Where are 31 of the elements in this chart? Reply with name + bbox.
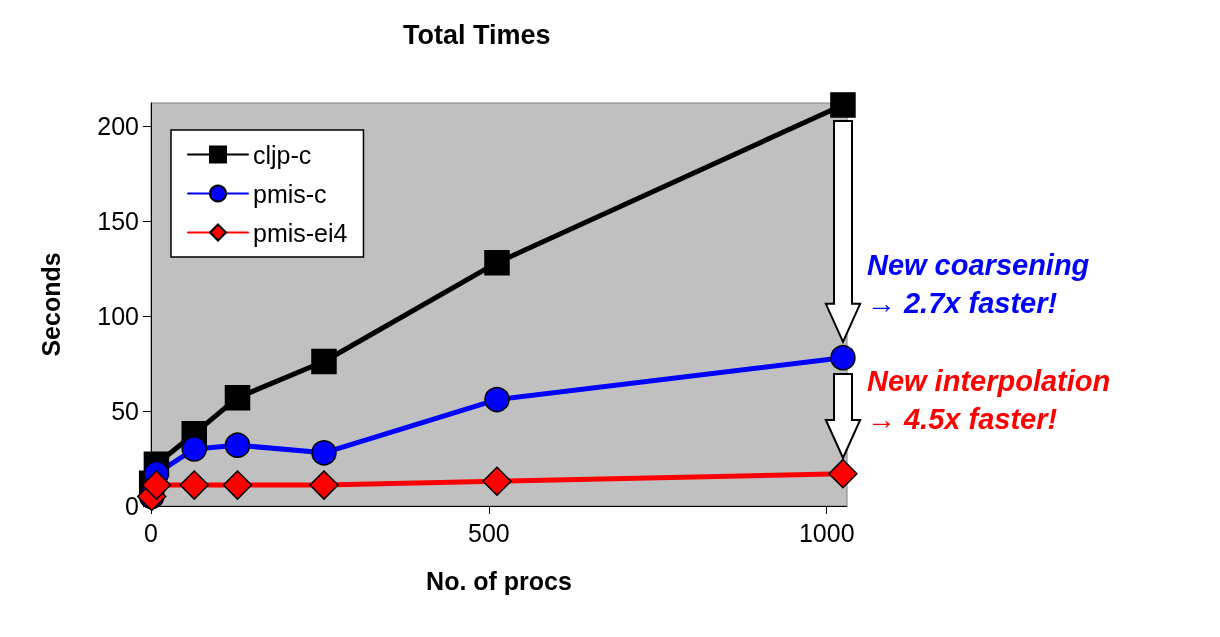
point: [224, 432, 251, 458]
point: [224, 384, 251, 411]
x-axis-title: No. of procs: [426, 566, 572, 595]
legend-label: pmis-ei4: [253, 218, 348, 247]
point: [484, 249, 510, 276]
point: [141, 470, 172, 500]
y-axis-title: Seconds: [36, 252, 65, 357]
point: [311, 348, 337, 375]
point: [222, 470, 253, 500]
point: [830, 344, 856, 371]
x-tick-label: 0: [144, 518, 158, 547]
point: [311, 440, 337, 466]
legend-label: pmis-c: [253, 179, 327, 208]
x-tick-label: 1000: [798, 518, 855, 547]
annotation: New coarsening → 2.7x faster!: [866, 247, 1090, 321]
legend-label: cljp-c: [253, 140, 312, 169]
y-tick-label: 0: [125, 492, 139, 520]
point: [482, 466, 512, 497]
y-tick-label: 200: [97, 111, 139, 140]
chart-title: Total Times: [403, 19, 551, 50]
point: [828, 458, 858, 489]
point: [830, 92, 856, 118]
point: [179, 470, 209, 500]
y-tick-label: 100: [97, 301, 139, 330]
annotation: New interpolation → 4.5x faster!: [866, 363, 1111, 437]
y-tick-label: 150: [97, 206, 139, 235]
y-tick-label: 50: [111, 396, 139, 425]
point: [181, 436, 207, 462]
point: [484, 386, 510, 413]
point: [309, 470, 339, 500]
x-tick-label: 500: [468, 518, 510, 547]
